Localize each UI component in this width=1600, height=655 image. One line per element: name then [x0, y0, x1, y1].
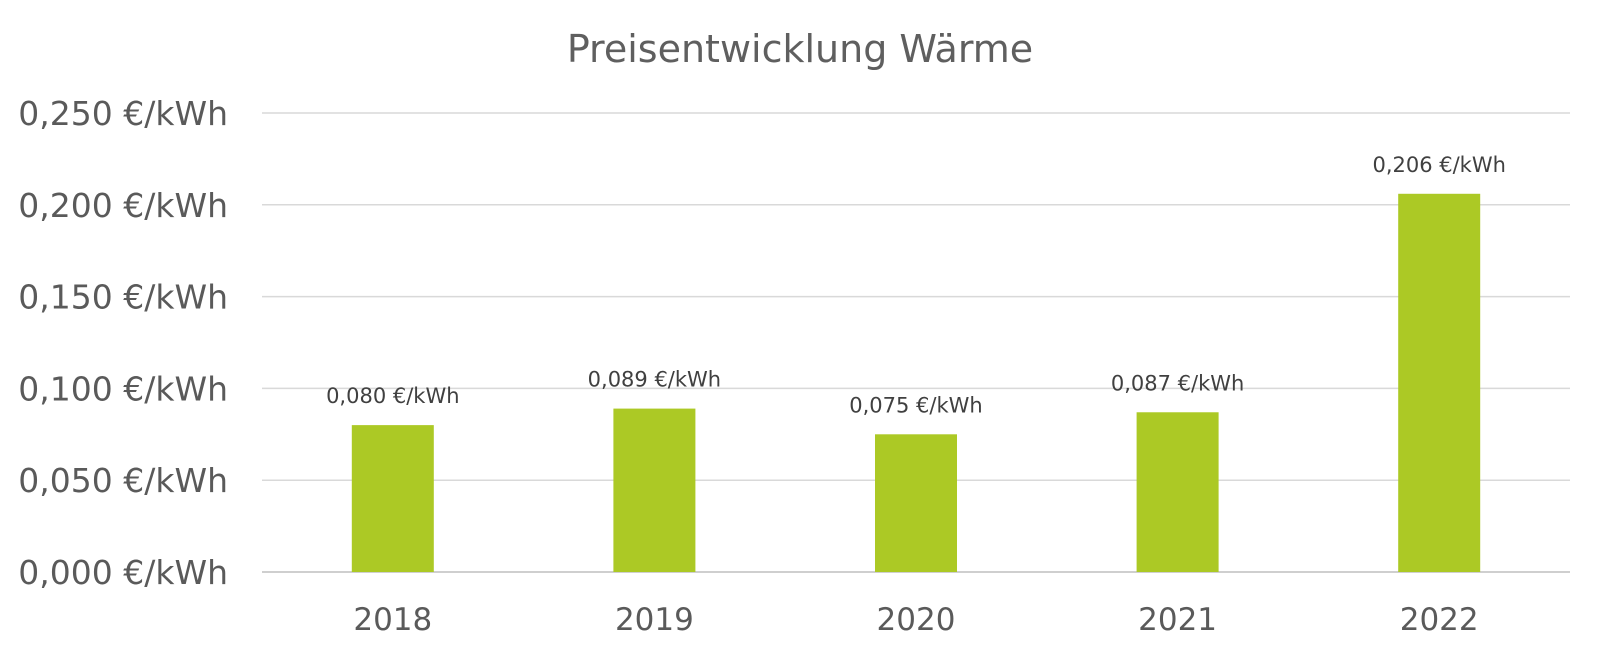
- data-label: 0,075 €/kWh: [849, 393, 982, 417]
- bar-2020: [875, 434, 957, 572]
- y-tick-label: 0,150 €/kWh: [18, 278, 228, 317]
- data-label: 0,087 €/kWh: [1111, 371, 1244, 395]
- bars: [351, 193, 1481, 572]
- x-tick-label: 2020: [877, 602, 956, 638]
- bar-2018: [351, 425, 434, 572]
- y-tick-label: 0,250 €/kWh: [18, 94, 228, 133]
- data-label: 0,089 €/kWh: [588, 368, 721, 392]
- bar-2019: [613, 408, 696, 572]
- y-axis-tick-labels: 0,000 €/kWh 0,050 €/kWh 0,100 €/kWh 0,150 €…: [18, 94, 228, 592]
- data-label: 0,206 €/kWh: [1372, 153, 1505, 177]
- bar-2022: [1398, 193, 1481, 572]
- x-tick-label: 2018: [353, 602, 432, 638]
- gridlines: [262, 112, 1570, 573]
- y-tick-label: 0,000 €/kWh: [18, 553, 228, 592]
- y-tick-label: 0,050 €/kWh: [18, 461, 228, 500]
- x-tick-label: 2021: [1138, 602, 1217, 638]
- x-tick-label: 2019: [615, 602, 694, 638]
- bar-2021: [1136, 412, 1219, 572]
- y-tick-label: 0,200 €/kWh: [18, 186, 228, 225]
- x-axis-tick-labels: 2018 2019 2020 2021 2022: [353, 602, 1478, 638]
- data-label: 0,080 €/kWh: [326, 384, 459, 408]
- data-labels: 0,080 €/kWh 0,089 €/kWh 0,075 €/kWh 0,087 €…: [326, 153, 1506, 418]
- chart-title: Preisentwicklung Wärme: [567, 27, 1033, 71]
- y-tick-label: 0,100 €/kWh: [18, 369, 228, 408]
- x-tick-label: 2022: [1400, 602, 1479, 638]
